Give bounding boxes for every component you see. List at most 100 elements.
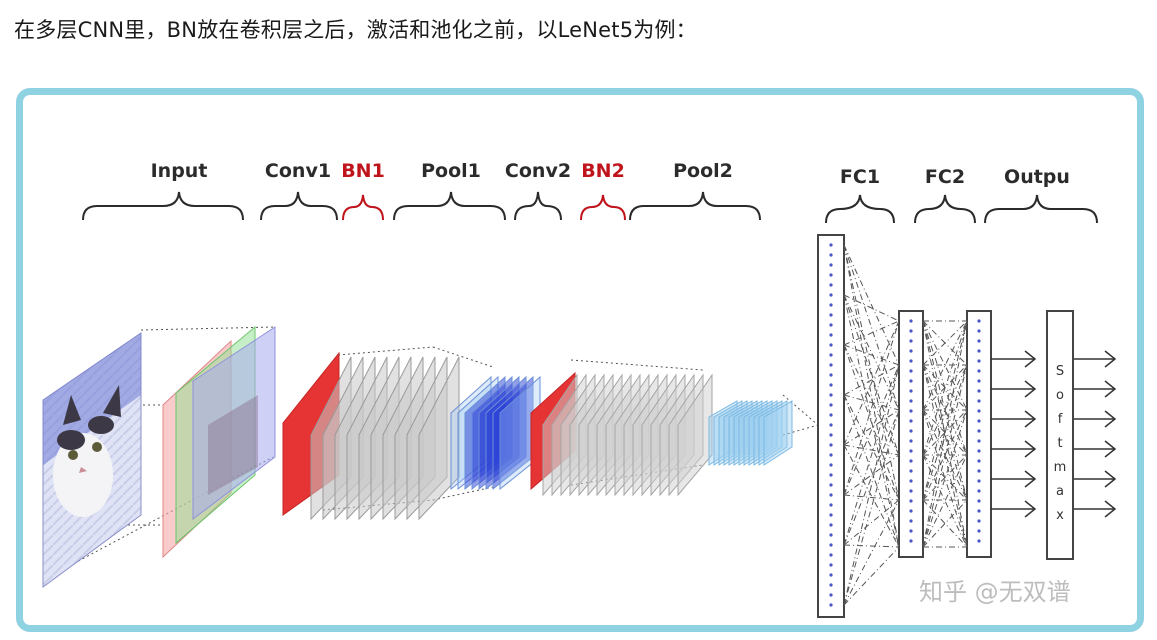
arrow (1073, 440, 1117, 458)
pool2-map (763, 400, 793, 466)
label-pool1: Pool1 (421, 160, 481, 182)
fc1-neuron (829, 513, 833, 517)
fc2-layer (898, 310, 924, 558)
connection-line (843, 294, 900, 548)
connection-line (843, 499, 900, 606)
connection-line (922, 320, 968, 548)
softmax-letter: x (1056, 508, 1064, 523)
connection-line (843, 546, 900, 606)
fc3-neuron (977, 489, 981, 493)
label-fc1: FC1 (840, 166, 880, 188)
fc3-neuron (977, 329, 981, 333)
connection-line (843, 364, 900, 396)
fc3-neuron (977, 419, 981, 423)
diagram-frame: Input Conv1 BN1 Pool1 Conv2 BN2 Pool2 FC… (16, 88, 1144, 632)
label-pool2: Pool2 (673, 160, 733, 182)
pool2-map (758, 400, 788, 466)
fc1-neuron (829, 293, 833, 297)
connection-line (843, 244, 900, 548)
brace-bn2 (580, 194, 626, 221)
pool1-feature-maps (450, 375, 541, 491)
fc2-neuron (909, 479, 913, 483)
connection-line (922, 320, 968, 366)
fc1-neuron (829, 363, 833, 367)
connection-line (843, 444, 900, 456)
fc3-neuron (977, 339, 981, 343)
fc2-neuron (909, 319, 913, 323)
fc2-neuron (909, 499, 913, 503)
brace-conv1 (260, 191, 338, 221)
fc3-layer (966, 310, 992, 558)
fc3-neuron (977, 519, 981, 523)
fc1-layer (817, 234, 845, 618)
brace-pool2 (629, 191, 761, 221)
input-channels (162, 325, 276, 559)
caption: 在多层CNN里，BN放在卷积层之后，激活和池化之前，以LeNet5为例： (14, 18, 697, 42)
connection-line (843, 344, 900, 501)
connection-line (843, 364, 900, 496)
connection-line (922, 364, 968, 501)
fc1-neuron (829, 393, 833, 397)
fc1-neuron (829, 603, 833, 607)
fc3-neuron (977, 469, 981, 473)
fc2-neuron (909, 379, 913, 383)
connection-line (843, 294, 900, 322)
fc1-neuron (829, 373, 833, 377)
pool2-map (753, 400, 783, 466)
watermark: 知乎 @无双谱 (919, 578, 1071, 606)
fc2-neuron (909, 359, 913, 363)
connection-line (843, 294, 900, 456)
connection-line (922, 454, 968, 548)
connection-line (843, 494, 900, 501)
fc1-neuron (829, 413, 833, 417)
fc2-neuron (909, 529, 913, 533)
label-bn2: BN2 (581, 160, 625, 182)
connection-line (922, 320, 968, 411)
connection-line (843, 294, 900, 411)
fc2-neuron (909, 469, 913, 473)
connection-line (922, 409, 968, 501)
fc3-neuron (977, 459, 981, 463)
fc3-neuron (977, 389, 981, 393)
fc3-neuron (977, 359, 981, 363)
fc1-neuron (829, 573, 833, 577)
fc1-neuron (829, 283, 833, 287)
lenet5-bn-diagram: Input Conv1 BN1 Pool1 Conv2 BN2 Pool2 FC… (42, 160, 1117, 618)
fc2-neuron (909, 439, 913, 443)
fc1-neuron (829, 273, 833, 277)
fc3-neuron (977, 379, 981, 383)
softmax-box: S o f t m a x (1046, 310, 1074, 560)
connection-line (843, 244, 900, 501)
connection-line (843, 244, 900, 411)
conv2-feature-maps (530, 371, 713, 497)
fc1-neuron (829, 493, 833, 497)
arrow (991, 440, 1037, 458)
fc1-neuron (829, 243, 833, 247)
label-fc2: FC2 (925, 166, 965, 188)
brace-bn1 (342, 194, 384, 221)
connection-line (843, 344, 900, 366)
connection-line (843, 320, 900, 346)
softmax-letter: f (1058, 412, 1063, 427)
arrow (991, 470, 1037, 488)
connection-line (843, 499, 900, 546)
output-arrows (991, 350, 1117, 518)
connection-line (843, 344, 900, 456)
softmax-letter: t (1057, 436, 1062, 451)
fc3-neuron (977, 399, 981, 403)
fc1-neuron (829, 463, 833, 467)
label-output: Outpu (1004, 166, 1070, 188)
brace-fc1 (825, 194, 895, 224)
fc-connections (843, 244, 968, 606)
fc1-neuron (829, 443, 833, 447)
fc3-neuron (977, 439, 981, 443)
fc2-neuron (909, 339, 913, 343)
fc2-neuron (909, 429, 913, 433)
arrow (1073, 380, 1117, 398)
connection-line (922, 364, 968, 456)
connection-line (843, 444, 900, 548)
fc3-neuron (977, 429, 981, 433)
connection-line (922, 364, 968, 456)
arrow (991, 350, 1037, 368)
fc2-neuron (909, 539, 913, 543)
